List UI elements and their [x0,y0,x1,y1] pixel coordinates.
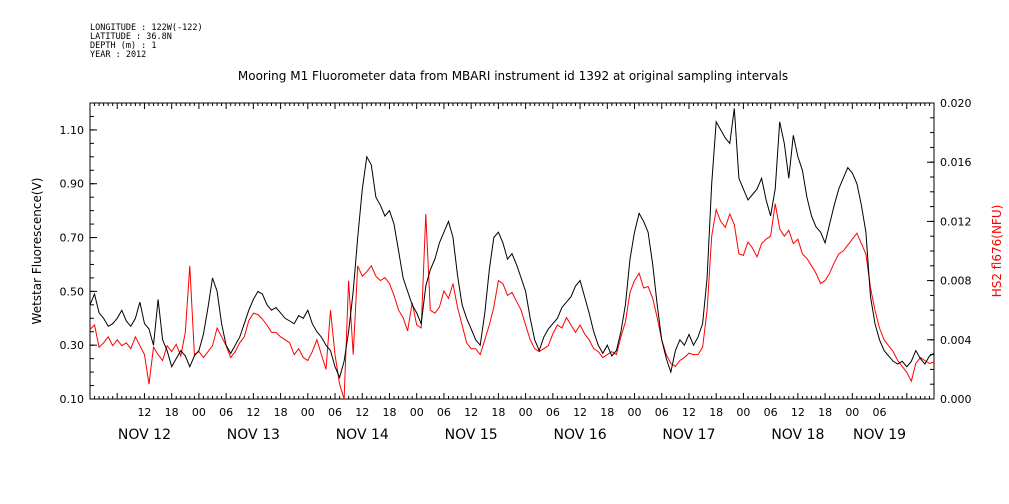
series-layer [89,108,935,400]
x-hour-tick-label: 06 [546,406,560,419]
metadata-line: LONGITUDE : 122W(-122) [90,23,203,33]
x-day-label: NOV 14 [336,427,389,443]
left-y-tick-label: 1.10 [60,124,85,137]
x-hour-tick-label: 18 [709,406,723,419]
metadata-block: LONGITUDE : 122W(-122)LATITUDE : 36.8NDE… [90,23,203,60]
left-y-tick-label: 0.50 [60,285,85,298]
metadata-line: DEPTH (m) : 1 [90,41,157,51]
x-hour-tick-label: 18 [165,406,179,419]
metadata-line: YEAR : 2012 [90,50,146,60]
right-axis-label: HS2 fl676(NFU) [990,205,1004,298]
x-hour-tick-label: 18 [274,406,288,419]
left-y-tick-label: 0.10 [60,393,85,406]
series-line-hs2 [89,203,935,400]
x-hour-tick-label: 00 [628,406,642,419]
metadata-line: LATITUDE : 36.8N [90,32,172,42]
x-hour-tick-label: 00 [301,406,315,419]
x-hour-tick-label: 12 [573,406,587,419]
x-hour-tick-label: 06 [655,406,669,419]
x-hour-tick-label: 12 [246,406,260,419]
x-hour-tick-label: 00 [192,406,206,419]
x-day-label: NOV 18 [771,427,824,443]
x-hour-tick-label: 06 [437,406,451,419]
right-y-axis: 0.000 0.004 0.008 0.012 0.016 0.020 [927,97,972,406]
x-axis: 12 18 00 06 12 18 00 06 12 18 00 06 12 18 00 06 12 18 00 06… [118,406,906,443]
right-y-tick-label: 0.016 [940,156,972,169]
plot-frame [89,102,935,400]
x-hour-tick-label: 06 [219,406,233,419]
x-hour-tick-label: 18 [382,406,396,419]
x-hour-tick-label: 12 [464,406,478,419]
x-hour-tick-label: 12 [791,406,805,419]
x-hour-tick-label: 12 [137,406,151,419]
x-hour-tick-label: 06 [328,406,342,419]
left-y-tick-label: 0.30 [60,339,85,352]
right-y-tick-label: 0.012 [940,215,972,228]
x-day-label: NOV 12 [118,427,171,443]
left-axis-label: Wetstar Fluorescence(V) [30,178,44,325]
series-line-wetstar [89,108,935,380]
x-hour-tick-label: 00 [845,406,859,419]
x-hour-tick-label: 12 [355,406,369,419]
left-y-axis: 0.10 0.30 0.50 0.70 0.90 1.10 [60,102,97,406]
x-day-label: NOV 19 [853,427,906,443]
left-y-tick-label: 0.90 [60,178,85,191]
x-hour-tick-label: 00 [736,406,750,419]
x-hour-tick-label: 00 [519,406,533,419]
x-hour-tick-label: 00 [410,406,424,419]
hourly-minor-ticks [89,103,935,399]
right-y-tick-label: 0.008 [940,275,972,288]
x-day-label: NOV 13 [227,427,280,443]
chart-title: Mooring M1 Fluorometer data from MBARI i… [238,69,788,83]
x-day-label: NOV 16 [554,427,607,443]
x-hour-tick-label: 18 [818,406,832,419]
right-y-tick-label: 0.020 [940,97,972,110]
right-y-tick-label: 0.004 [940,334,972,347]
x-day-label: NOV 17 [662,427,715,443]
x-hour-tick-label: 12 [682,406,696,419]
left-y-tick-label: 0.70 [60,232,85,245]
right-y-tick-label: 0.000 [940,393,972,406]
x-day-label: NOV 15 [445,427,498,443]
x-hour-tick-label: 18 [600,406,614,419]
x-hour-tick-label: 06 [873,406,887,419]
x-hour-tick-label: 18 [491,406,505,419]
x-hour-tick-label: 06 [764,406,778,419]
